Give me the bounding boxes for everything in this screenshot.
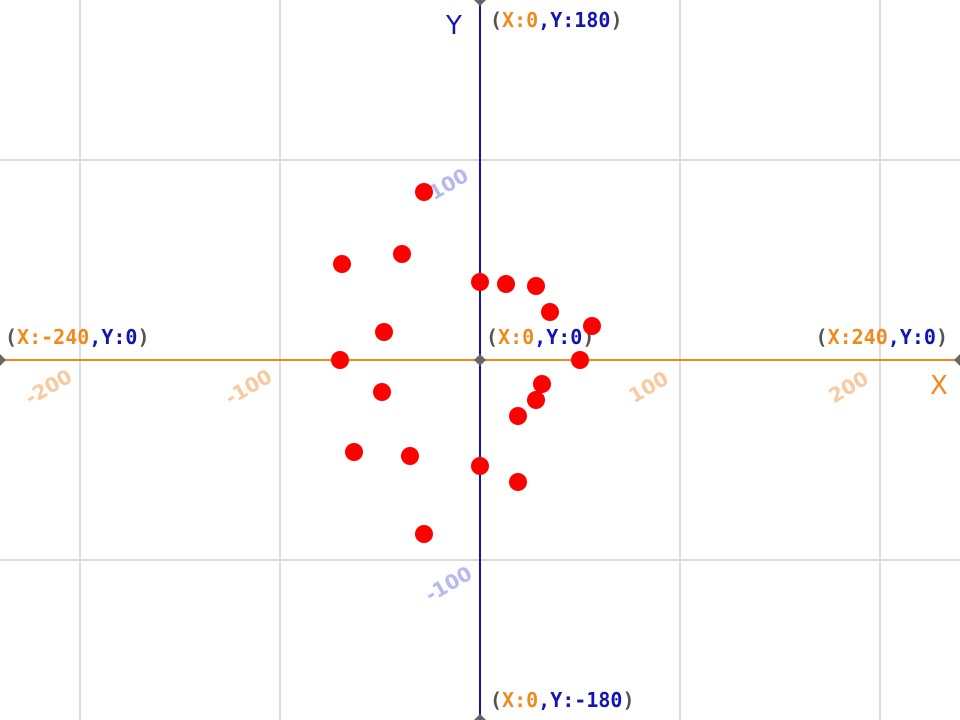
x-axis-right-marker bbox=[954, 354, 960, 366]
data-point bbox=[533, 375, 551, 393]
data-point bbox=[415, 525, 433, 543]
y-tick-label: -100 bbox=[421, 561, 476, 607]
y-axis-top-marker bbox=[474, 0, 486, 6]
x-tick-label: 100 bbox=[624, 366, 672, 408]
data-point bbox=[541, 303, 559, 321]
data-point bbox=[401, 447, 419, 465]
x-tick-label: -200 bbox=[21, 364, 76, 410]
data-point bbox=[345, 443, 363, 461]
data-point bbox=[583, 317, 601, 335]
origin-marker bbox=[474, 354, 486, 366]
y-tick-label: 100 bbox=[424, 163, 472, 205]
origin-coordinate-label: (X:0,Y:0) bbox=[486, 325, 594, 349]
data-point bbox=[509, 473, 527, 491]
data-point bbox=[373, 383, 391, 401]
x-axis-label: X bbox=[930, 371, 948, 401]
top-coordinate-label: (X:0,Y:180) bbox=[490, 8, 622, 32]
y-axis-bottom-marker bbox=[474, 714, 486, 720]
data-point bbox=[471, 457, 489, 475]
data-point bbox=[527, 277, 545, 295]
left-coordinate-label: (X:-240,Y:0) bbox=[5, 325, 150, 349]
data-point bbox=[415, 183, 433, 201]
data-point bbox=[509, 407, 527, 425]
x-tick-label: -100 bbox=[221, 364, 276, 410]
data-point bbox=[331, 351, 349, 369]
data-point bbox=[393, 245, 411, 263]
x-tick-label: 200 bbox=[824, 366, 872, 408]
y-axis-label: Y bbox=[445, 11, 462, 41]
data-point bbox=[571, 351, 589, 369]
data-point bbox=[527, 391, 545, 409]
data-point bbox=[333, 255, 351, 273]
data-point bbox=[471, 273, 489, 291]
x-axis-left-marker bbox=[0, 354, 6, 366]
bottom-coordinate-label: (X:0,Y:-180) bbox=[490, 688, 635, 712]
right-coordinate-label: (X:240,Y:0) bbox=[816, 325, 948, 349]
data-point bbox=[497, 275, 515, 293]
data-point bbox=[375, 323, 393, 341]
